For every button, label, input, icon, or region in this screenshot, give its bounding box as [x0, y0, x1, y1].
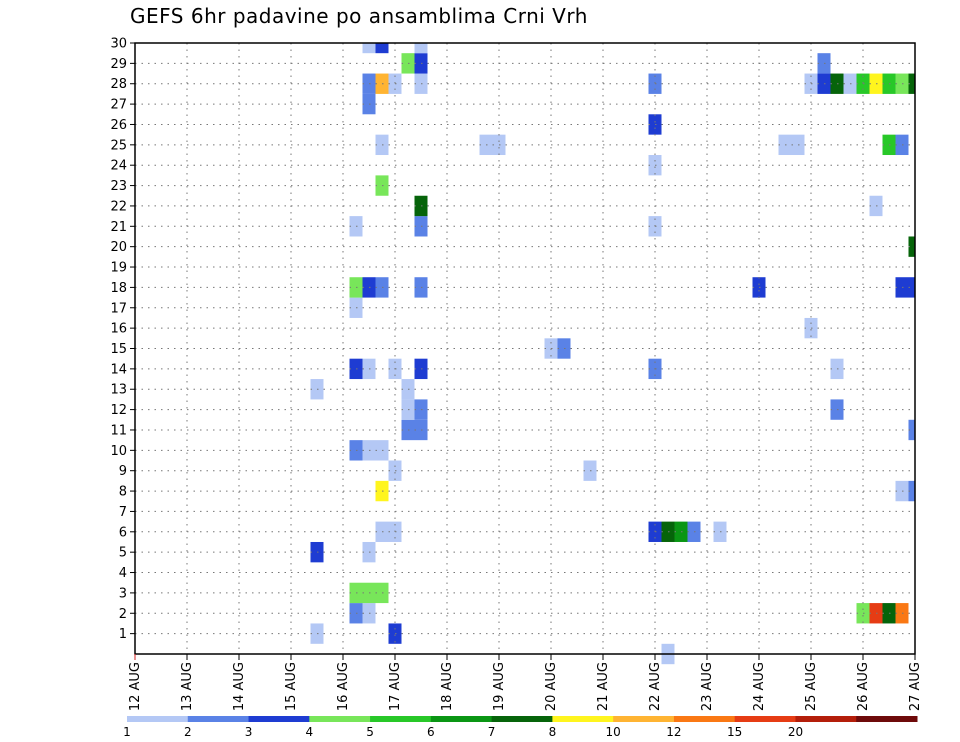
y-tick-label: 15	[110, 342, 127, 357]
data-cell	[414, 43, 428, 54]
y-tick-label: 7	[119, 505, 127, 520]
colorbar-swatch	[795, 716, 857, 722]
colorbar: 1 2 3 4 5 6 7 8 10 12 15 20	[123, 716, 918, 739]
y-tick-label: 23	[110, 179, 127, 194]
colorbar-label: 20	[788, 725, 803, 739]
data-cell	[375, 43, 389, 54]
y-tick-label: 14	[110, 362, 127, 377]
data-cell	[908, 277, 915, 298]
y-tick-label: 10	[110, 444, 127, 459]
x-tick-label: 23 AUG	[700, 662, 715, 711]
y-tick-label: 9	[119, 464, 127, 479]
colorbar-label: 8	[549, 725, 557, 739]
y-tick-label: 6	[119, 525, 127, 540]
colorbar-swatch	[248, 716, 310, 722]
data-cell	[908, 73, 915, 94]
x-tick-label: 27 AUG	[908, 662, 923, 711]
x-tick-label: 14 AUG	[232, 662, 247, 711]
y-tick-label: 11	[110, 423, 127, 438]
y-tick-label: 17	[110, 301, 127, 316]
y-tick-label: 27	[110, 98, 127, 113]
y-tick-label: 8	[119, 485, 127, 500]
y-tick-label: 3	[119, 586, 127, 601]
x-tick-label: 16 AUG	[336, 662, 351, 711]
y-tick-label: 18	[110, 281, 127, 296]
colorbar-label: 4	[305, 725, 313, 739]
y-tick-label: 28	[110, 77, 127, 92]
colorbar-swatch	[187, 716, 250, 722]
x-tick-label: 18 AUG	[440, 662, 455, 711]
data-cell	[362, 43, 376, 54]
y-tick-label: 29	[110, 57, 127, 72]
colorbar-swatch	[856, 716, 918, 722]
y-tick-label: 24	[110, 159, 127, 174]
x-tick-label: 13 AUG	[180, 662, 195, 711]
x-tick-label: 25 AUG	[804, 662, 819, 711]
colorbar-label: 10	[606, 725, 621, 739]
y-tick-label: 30	[110, 37, 127, 52]
y-tick-label: 25	[110, 138, 127, 153]
y-tick-label: 1	[119, 627, 127, 642]
y-tick-label: 5	[119, 546, 127, 561]
colorbar-swatch	[127, 716, 189, 722]
colorbar-label: 1	[123, 725, 131, 739]
colorbar-swatch	[370, 716, 432, 722]
x-tick-label: 12 AUG	[128, 662, 143, 711]
colorbar-label: 7	[488, 725, 496, 739]
colorbar-label: 2	[184, 725, 192, 739]
y-tick-label: 2	[119, 607, 127, 622]
colorbar-swatch	[734, 716, 796, 722]
y-tick-label: 20	[110, 240, 127, 255]
y-tick-label: 21	[110, 220, 127, 235]
x-tick-label: 20 AUG	[544, 662, 559, 711]
colorbar-label: 3	[245, 725, 253, 739]
x-tick-label: 22 AUG	[648, 662, 663, 711]
x-axis: 12 AUG 13 AUG 14 AUG 15 AUG 16 AUG 17 AUG 18 A…	[128, 654, 923, 711]
x-tick-label: 26 AUG	[856, 662, 871, 711]
colorbar-label: 15	[727, 725, 742, 739]
chart-title: GEFS 6hr padavine po ansamblima Crni Vrh	[130, 4, 588, 28]
colorbar-label: 5	[366, 725, 374, 739]
data-cell	[908, 480, 915, 502]
data-cell	[908, 419, 915, 441]
y-tick-label: 4	[119, 566, 127, 581]
colorbar-swatch	[552, 716, 614, 722]
y-tick-label: 19	[110, 261, 127, 276]
y-tick-label: 12	[110, 403, 127, 418]
colorbar-swatch	[673, 716, 736, 722]
colorbar-swatch	[491, 716, 553, 722]
colorbar-swatch	[430, 716, 493, 722]
data-cell	[908, 236, 915, 257]
x-tick-label: 24 AUG	[752, 662, 767, 711]
x-tick-label: 15 AUG	[284, 662, 299, 711]
y-tick-label: 26	[110, 118, 127, 133]
y-axis: 1234567891011121314151617181920212223242…	[110, 37, 135, 642]
x-tick-label: 17 AUG	[388, 662, 403, 711]
y-tick-label: 16	[110, 322, 127, 337]
colorbar-swatch	[613, 716, 675, 722]
x-tick-label: 19 AUG	[492, 662, 507, 711]
cell-layer	[310, 43, 915, 665]
colorbar-swatch	[309, 716, 371, 722]
y-tick-label: 13	[110, 383, 127, 398]
grid-layer	[135, 42, 915, 654]
y-tick-label: 22	[110, 199, 127, 214]
colorbar-label: 12	[666, 725, 681, 739]
x-tick-label: 21 AUG	[596, 662, 611, 711]
colorbar-label: 6	[427, 725, 435, 739]
